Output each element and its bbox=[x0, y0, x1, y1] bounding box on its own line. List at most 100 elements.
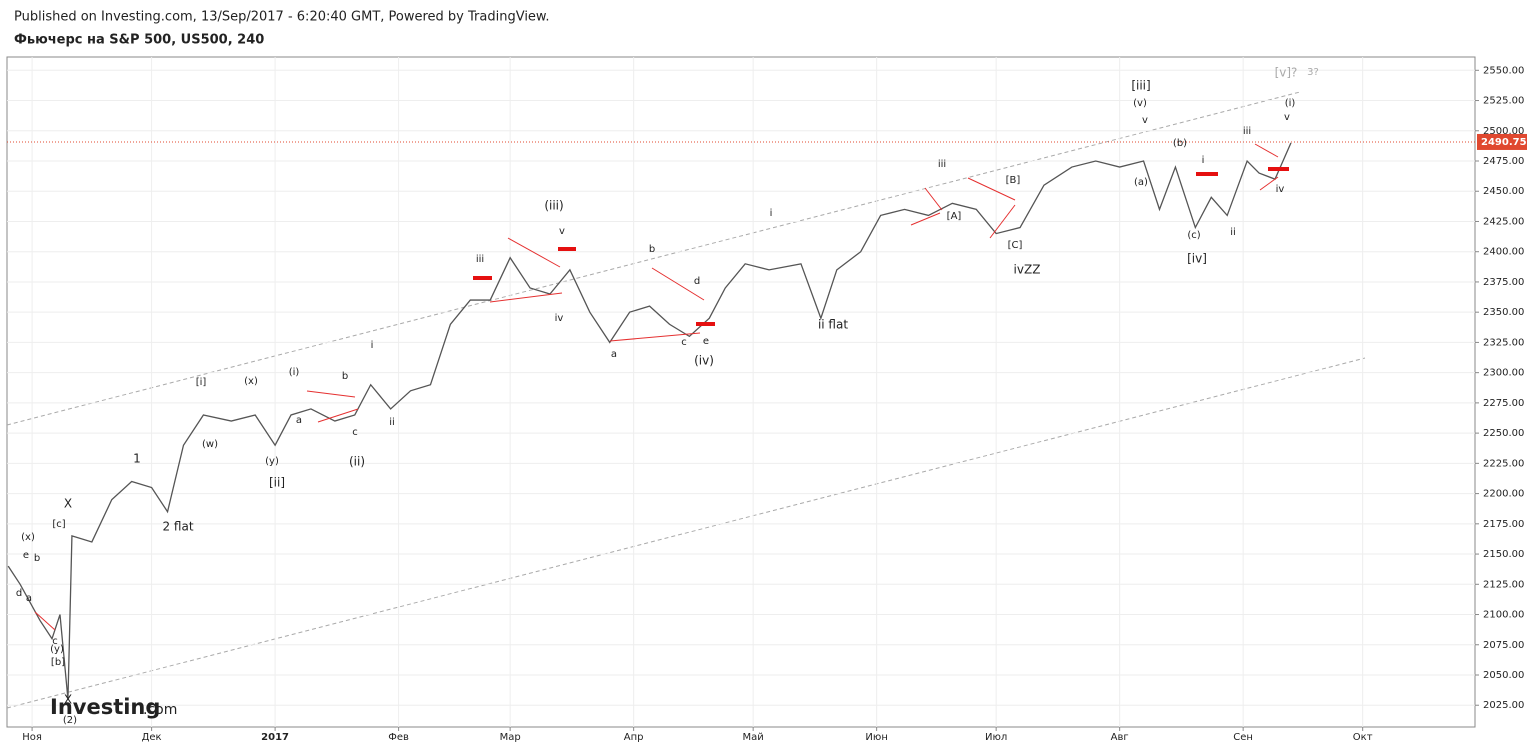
y-tick-label: 2200.00 bbox=[1483, 489, 1524, 500]
x-tick-label: Апр bbox=[624, 732, 644, 743]
wave-line bbox=[34, 611, 56, 631]
y-tick-label: 2500.00 bbox=[1483, 126, 1524, 137]
y-tick-label: 2100.00 bbox=[1483, 610, 1524, 621]
wave-label: i bbox=[1202, 155, 1205, 166]
wave-label: [ii] bbox=[269, 476, 285, 490]
wave-label: iii bbox=[476, 254, 484, 265]
wave-label: ii bbox=[1230, 227, 1236, 238]
wave-label: (x) bbox=[244, 376, 258, 387]
wave-label: (iv) bbox=[694, 354, 714, 368]
wave-line bbox=[910, 212, 941, 226]
wave-label: iv bbox=[1276, 184, 1285, 195]
wave-label: ivZZ bbox=[1014, 263, 1041, 277]
wave-label: 1 bbox=[133, 452, 141, 466]
wave-line bbox=[489, 292, 563, 303]
x-tick-label: Июн bbox=[865, 732, 887, 743]
wave-label: (iii) bbox=[544, 199, 563, 213]
wave-label: a bbox=[611, 349, 617, 360]
channel-upper bbox=[6, 91, 1301, 426]
wave-line bbox=[317, 408, 359, 423]
x-tick-label: Авг bbox=[1111, 732, 1129, 743]
wave-label: [v]? bbox=[1275, 66, 1298, 80]
wave-line bbox=[306, 390, 356, 398]
y-tick-label: 2025.00 bbox=[1483, 700, 1524, 711]
wave-label: e bbox=[23, 550, 29, 561]
wave-label: (y) bbox=[265, 456, 279, 467]
wave-label: v bbox=[559, 226, 565, 237]
y-tick-label: 2400.00 bbox=[1483, 247, 1524, 258]
wave-label: (c) bbox=[1187, 230, 1200, 241]
wave-label: i bbox=[371, 340, 374, 351]
wave-label: [A] bbox=[947, 211, 962, 222]
x-tick-label: Мар bbox=[500, 732, 521, 743]
wave-label: b bbox=[342, 371, 348, 382]
wave-label: 3? bbox=[1307, 67, 1319, 78]
wave-label: (b) bbox=[1173, 138, 1187, 149]
y-tick-label: 2175.00 bbox=[1483, 519, 1524, 530]
wave-label: (i) bbox=[289, 367, 300, 378]
wave-label: [b] bbox=[51, 657, 65, 668]
y-tick-label: 2475.00 bbox=[1483, 156, 1524, 167]
x-tick-label: Май bbox=[743, 732, 764, 743]
wave-line bbox=[1259, 176, 1279, 191]
wave-label: d bbox=[16, 588, 22, 599]
wave-label: [C] bbox=[1008, 240, 1023, 251]
y-tick-label: 2275.00 bbox=[1483, 398, 1524, 409]
y-tick-label: 2050.00 bbox=[1483, 670, 1524, 681]
wave-label: i bbox=[770, 208, 773, 219]
wave-label: (a) bbox=[1134, 177, 1148, 188]
wave-line bbox=[1254, 143, 1279, 158]
wave-line bbox=[507, 237, 561, 268]
y-tick-label: 2250.00 bbox=[1483, 428, 1524, 439]
wave-label: 2 flat bbox=[162, 520, 193, 534]
wave-label: b bbox=[649, 244, 655, 255]
wave-label: (x) bbox=[21, 532, 35, 543]
wave-label: ii bbox=[389, 417, 395, 428]
wave-label: b bbox=[34, 553, 40, 564]
wave-label: X bbox=[64, 497, 72, 511]
wave-label: [i] bbox=[196, 377, 207, 388]
wave-label: [iii] bbox=[1131, 79, 1150, 93]
wave-label: (v) bbox=[1133, 98, 1147, 109]
x-tick-label: 2017 bbox=[261, 732, 289, 743]
x-tick-label: Окт bbox=[1353, 732, 1373, 743]
wave-label: X bbox=[64, 693, 72, 707]
wave-label: [c] bbox=[52, 519, 65, 530]
x-tick-label: Сен bbox=[1233, 732, 1253, 743]
y-tick-label: 2225.00 bbox=[1483, 458, 1524, 469]
wave-line bbox=[967, 177, 1016, 201]
wave-label: v bbox=[1284, 112, 1290, 123]
published-note: Published on Investing.com, 13/Sep/2017 … bbox=[14, 10, 550, 25]
y-tick-label: 2350.00 bbox=[1483, 307, 1524, 318]
y-tick-label: 2375.00 bbox=[1483, 277, 1524, 288]
wave-label: (ii) bbox=[349, 455, 365, 469]
wave-label: c bbox=[681, 337, 687, 348]
channel-lower bbox=[6, 357, 1366, 709]
wave-line bbox=[651, 267, 705, 301]
wave-label: iii bbox=[1243, 126, 1251, 137]
y-tick-label: 2300.00 bbox=[1483, 368, 1524, 379]
wave-label: c bbox=[52, 636, 58, 647]
wave-line bbox=[989, 204, 1016, 239]
wave-label: e bbox=[703, 336, 709, 347]
wave-label: c bbox=[352, 427, 358, 438]
wave-label: [iv] bbox=[1187, 252, 1207, 266]
last-price-label: 2490.75 bbox=[1481, 137, 1527, 148]
y-tick-label: 2150.00 bbox=[1483, 549, 1524, 560]
wave-label: (2) bbox=[63, 715, 77, 726]
wave-label: d bbox=[694, 276, 700, 287]
wave-label: iii bbox=[938, 159, 946, 170]
wave-label: a bbox=[26, 593, 32, 604]
price-line bbox=[7, 142, 1292, 700]
y-tick-label: 2325.00 bbox=[1483, 337, 1524, 348]
last-price-box bbox=[1477, 133, 1527, 150]
chart-title: Фьючерс на S&P 500, US500, 240 bbox=[14, 33, 264, 48]
wave-label: (y) bbox=[50, 644, 64, 655]
logo-brand: Investing bbox=[50, 695, 160, 719]
wave-label: [B] bbox=[1006, 175, 1021, 186]
y-tick-label: 2425.00 bbox=[1483, 216, 1524, 227]
wave-label: iv bbox=[555, 313, 564, 324]
x-tick-label: Фев bbox=[388, 732, 409, 743]
wave-line bbox=[924, 187, 943, 211]
